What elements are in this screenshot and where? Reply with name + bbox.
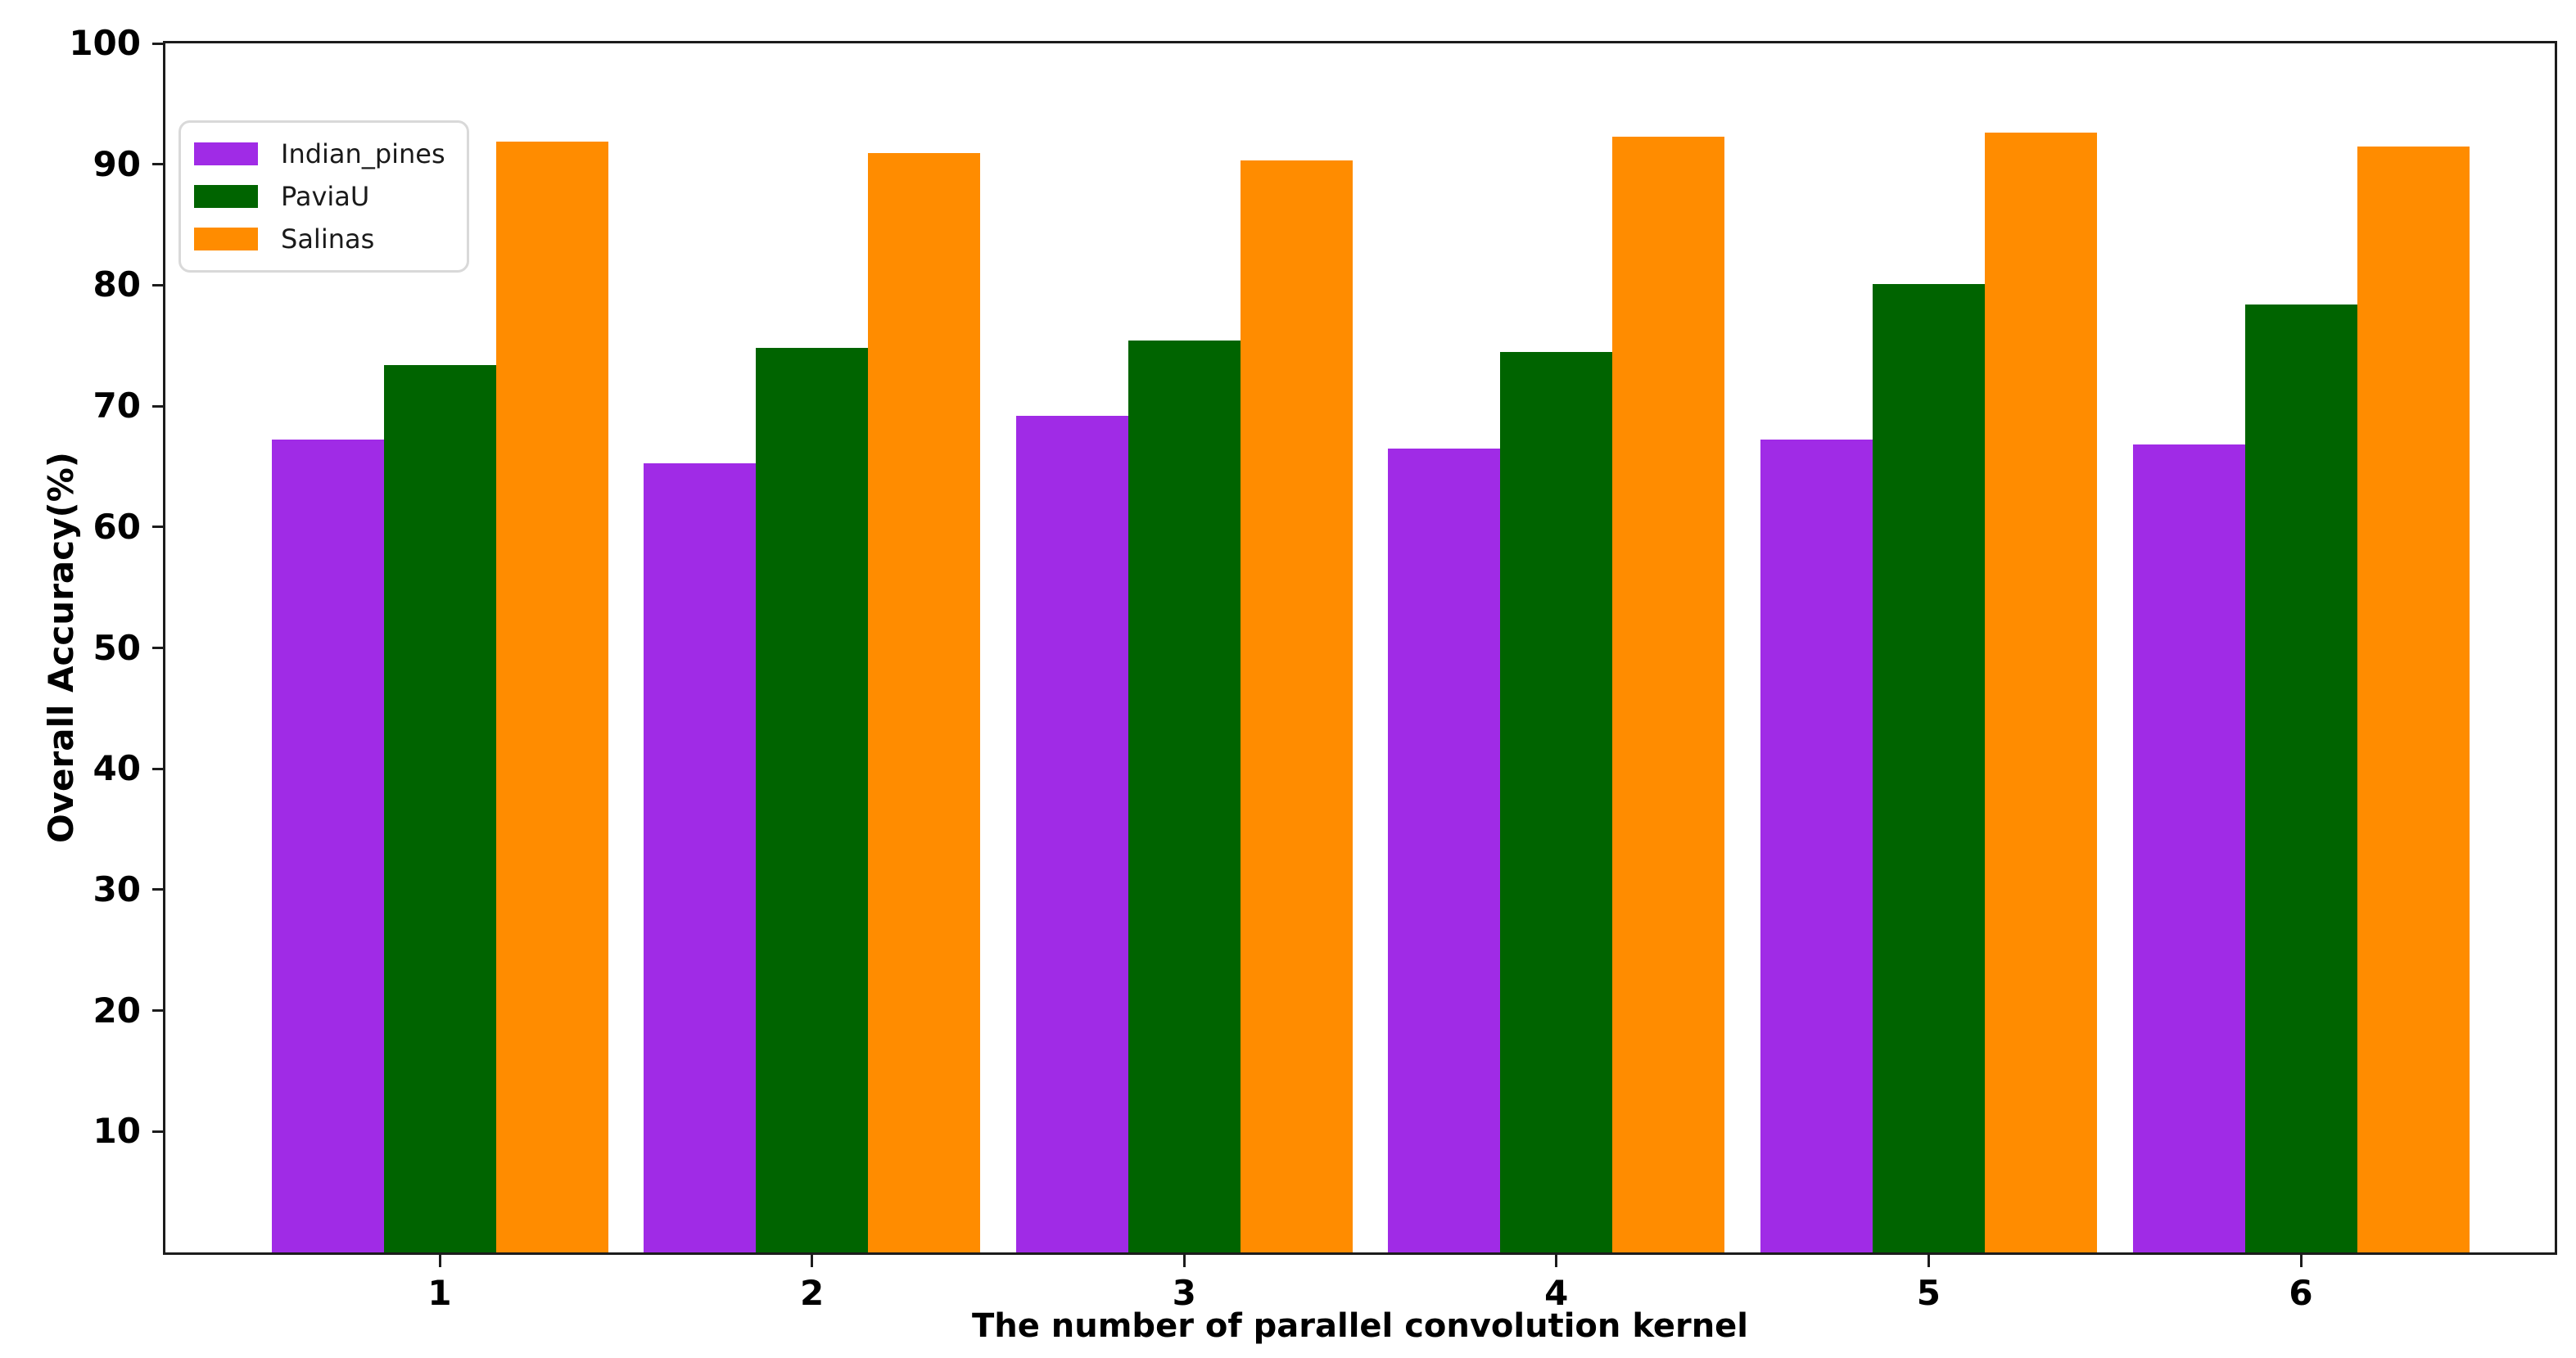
y-tick-label: 10 [93, 1111, 141, 1152]
bar-PaviaU-group-3 [1128, 341, 1241, 1252]
legend: Indian_pines PaviaU Salinas [179, 120, 469, 273]
x-tick-mark [438, 1255, 441, 1267]
bar-Salinas-group-3 [1240, 160, 1353, 1252]
legend-swatch [194, 185, 258, 208]
bar-Indian_pines-group-6 [2132, 444, 2245, 1252]
y-tick-label: 20 [93, 990, 141, 1031]
y-tick-label: 90 [93, 143, 141, 184]
x-tick-mark [1182, 1255, 1186, 1267]
y-axis-label: Overall Accuracy(%) [41, 451, 81, 844]
y-tick-label: 30 [93, 868, 141, 909]
y-tick-label: 80 [93, 264, 141, 305]
y-tick-mark [152, 1009, 165, 1013]
y-tick-mark [152, 767, 165, 770]
y-tick-label: 50 [93, 627, 141, 668]
bar-Indian_pines-group-4 [1388, 448, 1501, 1252]
bar-PaviaU-group-4 [1500, 351, 1613, 1252]
y-tick-mark [152, 42, 165, 45]
y-tick-mark [152, 526, 165, 529]
legend-item-PaviaU: PaviaU [194, 175, 445, 218]
x-axis-label: The number of parallel convolution kerne… [971, 1307, 1749, 1345]
y-tick-label: 70 [93, 386, 141, 426]
y-tick-mark [152, 283, 165, 286]
y-tick-label: 100 [69, 23, 141, 63]
bar-Salinas-group-1 [495, 141, 608, 1252]
x-tick-label: 5 [1916, 1273, 1941, 1313]
x-tick-label: 4 [1544, 1273, 1569, 1313]
x-tick-label: 2 [799, 1273, 825, 1313]
bar-Salinas-group-5 [1984, 133, 2097, 1252]
bar-Salinas-group-4 [1612, 136, 1725, 1252]
bar-PaviaU-group-6 [2244, 305, 2357, 1252]
y-tick-label: 60 [93, 506, 141, 547]
bar-Salinas-group-6 [2357, 146, 2470, 1252]
legend-item-Salinas: Salinas [194, 218, 445, 260]
legend-swatch [194, 142, 258, 165]
bar-PaviaU-group-2 [756, 348, 869, 1252]
y-tick-mark [152, 163, 165, 166]
y-tick-mark [152, 647, 165, 649]
x-tick-label: 1 [427, 1273, 452, 1313]
x-tick-mark [811, 1255, 814, 1267]
bar-Indian_pines-group-1 [271, 440, 384, 1252]
legend-label: PaviaU [281, 181, 370, 212]
bar-Indian_pines-group-3 [1015, 415, 1128, 1252]
x-tick-label: 6 [2289, 1273, 2313, 1313]
x-tick-mark [1927, 1255, 1930, 1267]
legend-item-Indian_pines: Indian_pines [194, 133, 445, 175]
bar-PaviaU-group-5 [1872, 283, 1985, 1252]
legend-swatch [194, 228, 258, 250]
bar-Salinas-group-2 [868, 153, 981, 1252]
y-tick-label: 40 [93, 748, 141, 789]
bar-PaviaU-group-1 [383, 364, 496, 1252]
legend-label: Indian_pines [281, 138, 445, 169]
plot-area [163, 41, 2557, 1255]
y-tick-mark [152, 404, 165, 408]
y-tick-mark [152, 888, 165, 891]
legend-label: Salinas [281, 223, 375, 255]
bar-Indian_pines-group-5 [1760, 440, 1873, 1252]
x-tick-mark [2299, 1255, 2303, 1267]
x-tick-mark [1555, 1255, 1558, 1267]
x-tick-label: 3 [1172, 1273, 1196, 1313]
y-tick-mark [152, 1130, 165, 1133]
bar-Indian_pines-group-2 [644, 462, 757, 1252]
